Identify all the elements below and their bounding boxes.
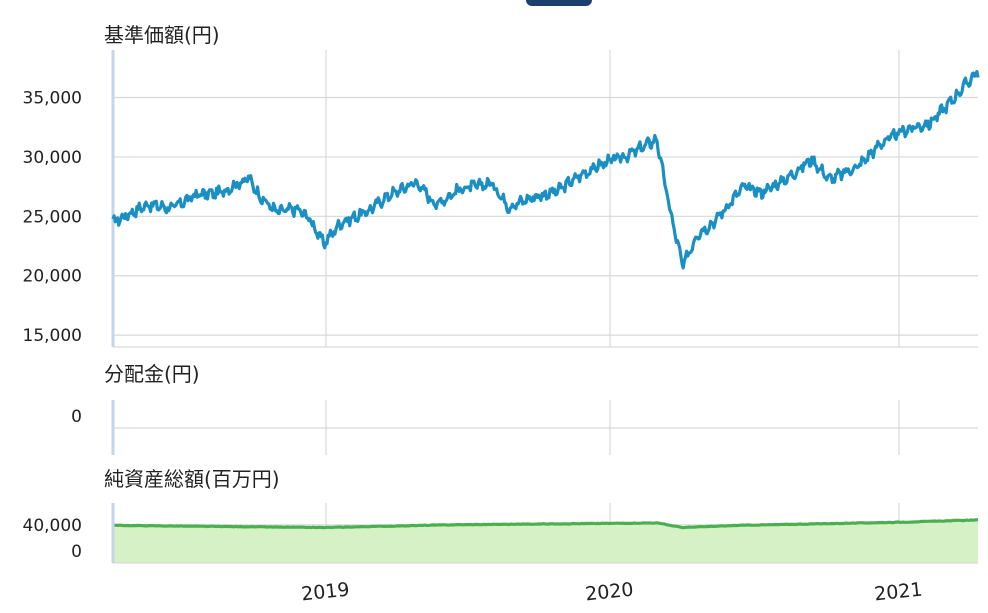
distribution-panel-title: 分配金(円) bbox=[104, 362, 200, 386]
x-axis-year-label: 2019 bbox=[300, 579, 350, 606]
assets-series-line bbox=[112, 518, 979, 530]
top-tab-indicator[interactable] bbox=[526, 0, 592, 6]
nav-series-line bbox=[111, 69, 980, 270]
assets-y-tick-label: 0 bbox=[71, 542, 82, 562]
assets-area-fill bbox=[113, 519, 978, 563]
nav-y-tick-label: 35,000 bbox=[23, 89, 82, 109]
nav-panel-title: 基準価額(円) bbox=[104, 23, 220, 47]
nav-y-tick-label: 25,000 bbox=[23, 207, 82, 227]
nav-y-tick-label: 20,000 bbox=[23, 267, 82, 287]
nav-y-tick-label: 30,000 bbox=[23, 148, 82, 168]
nav-y-tick-label: 15,000 bbox=[23, 326, 82, 346]
assets-panel-title: 純資産総額(百万円) bbox=[104, 467, 280, 491]
assets-y-tick-label: 40,000 bbox=[23, 516, 82, 536]
x-axis-year-label: 2021 bbox=[873, 579, 923, 606]
distribution-y-tick-label: 0 bbox=[71, 407, 82, 427]
x-axis-year-label: 2020 bbox=[584, 579, 634, 606]
